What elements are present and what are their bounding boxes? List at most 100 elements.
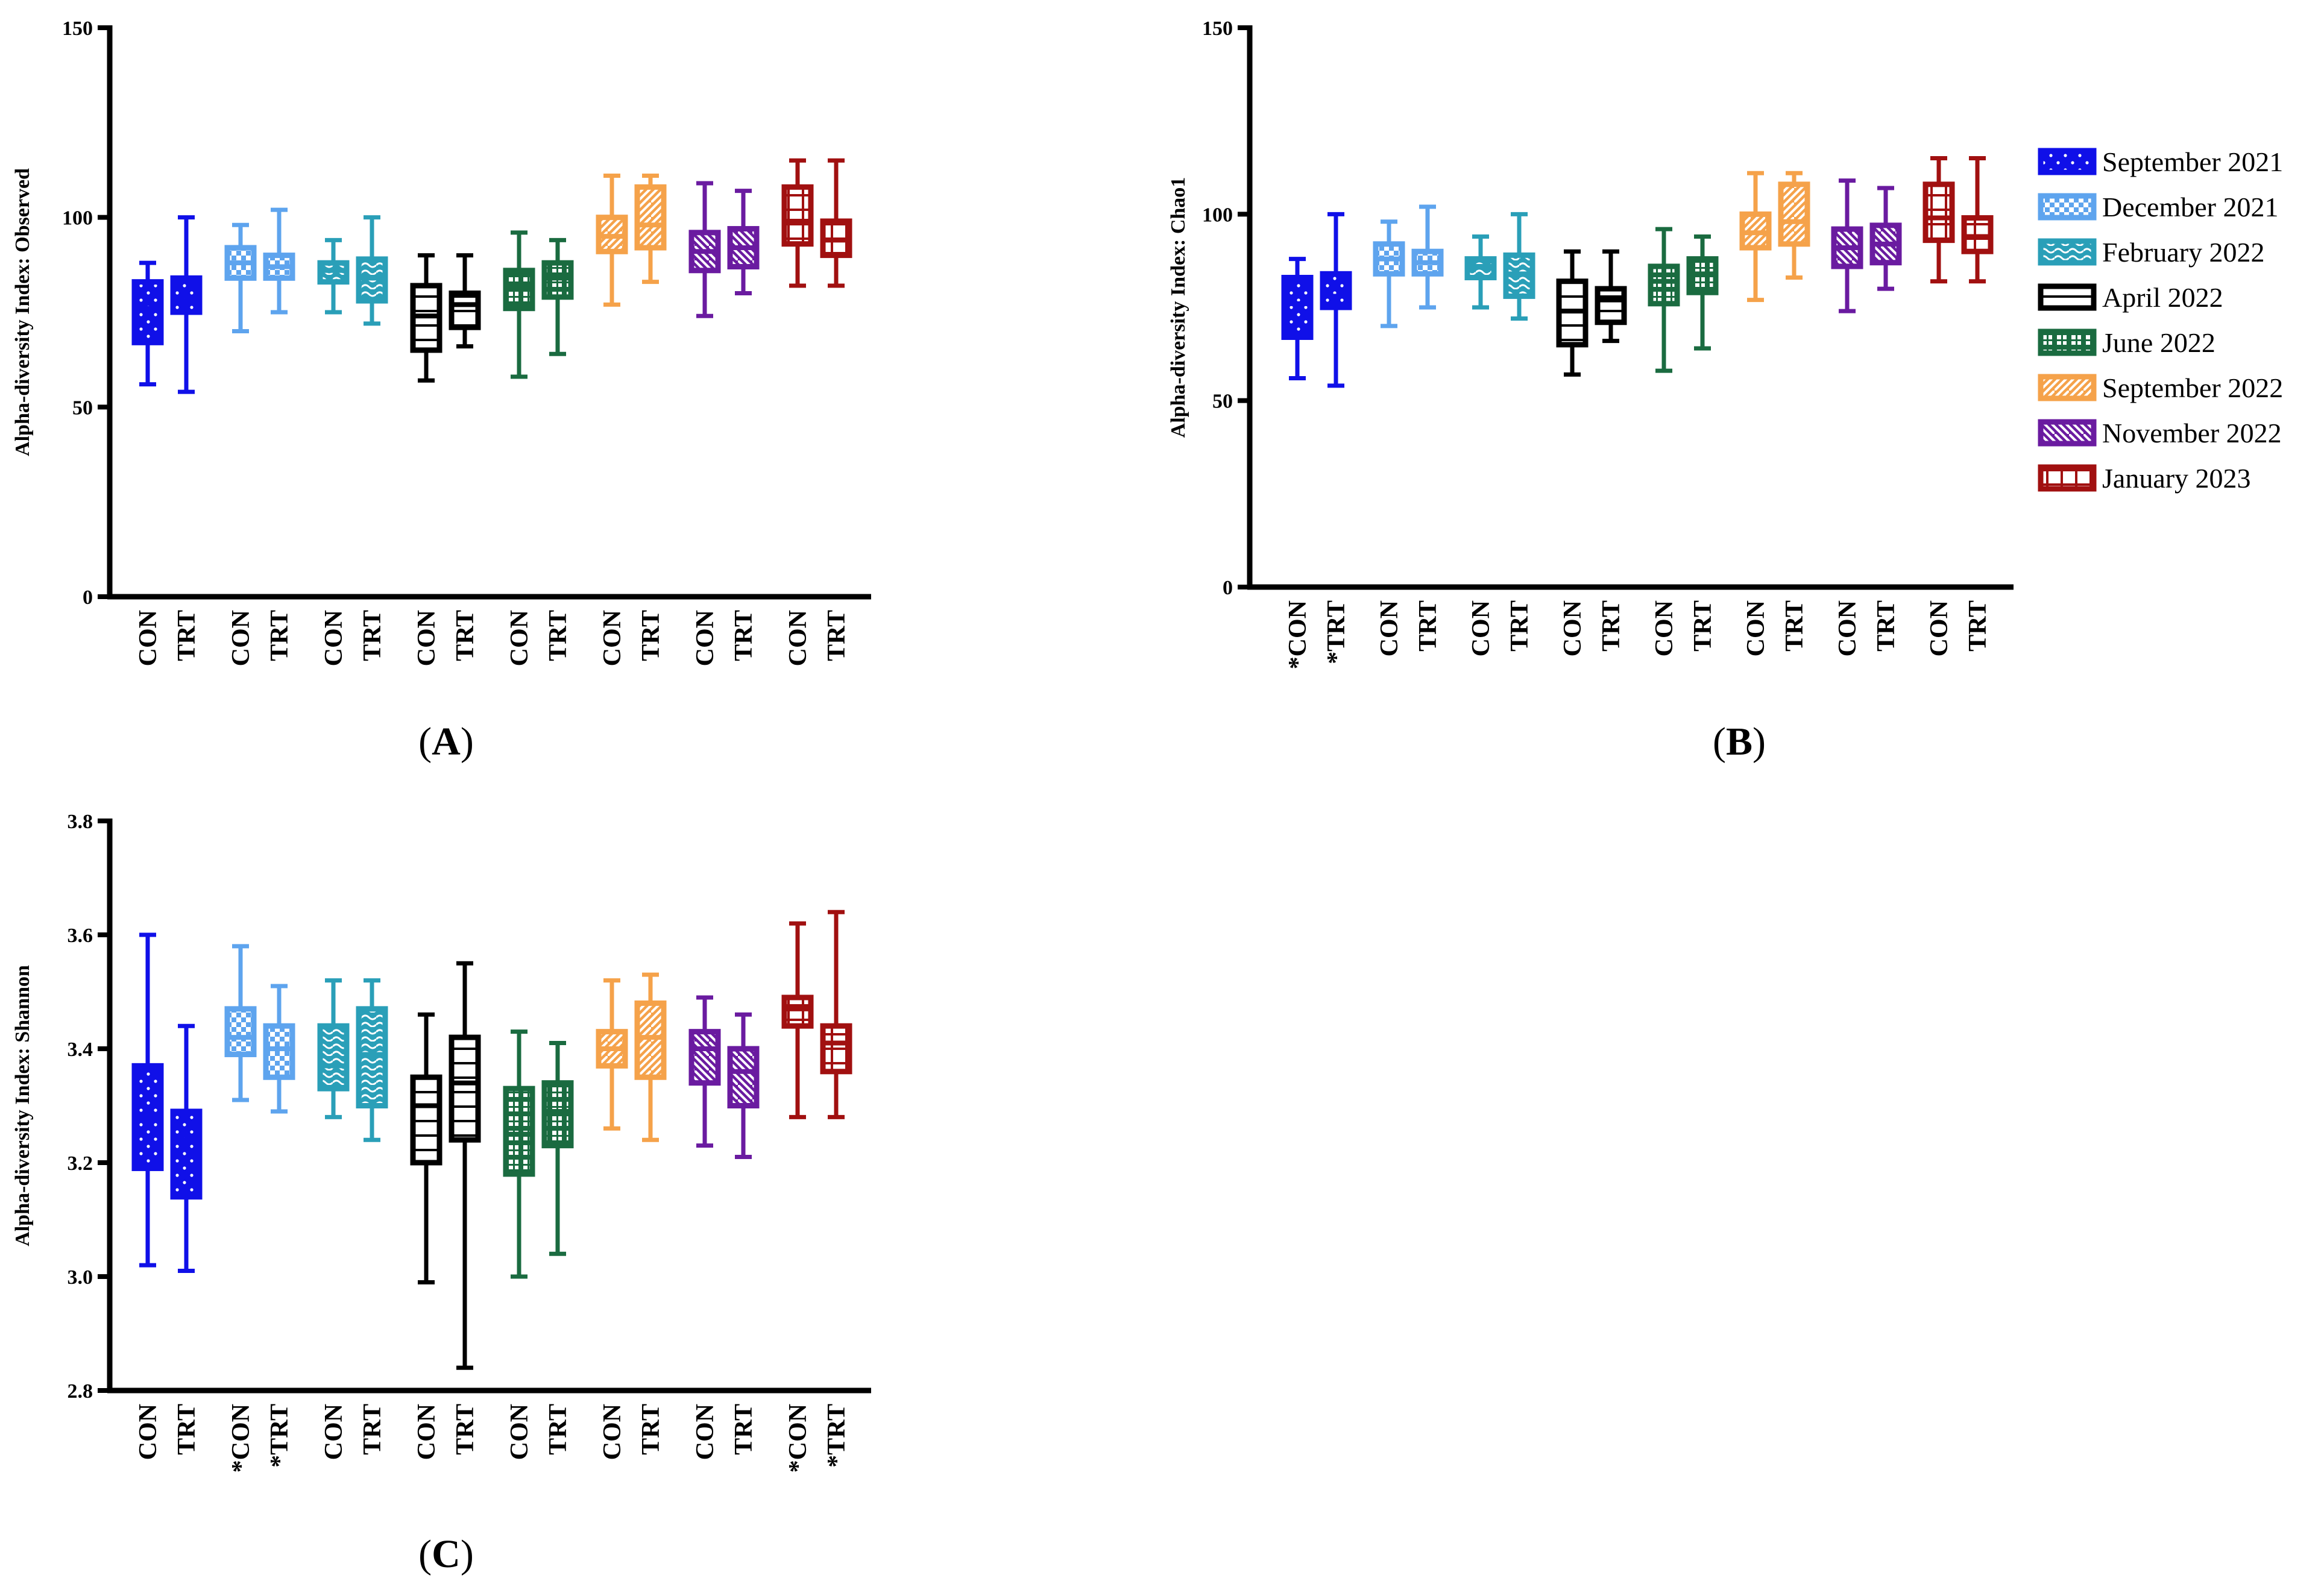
- x-tick-label: CON: [1559, 600, 1587, 656]
- legend-swatch: [2038, 238, 2097, 266]
- x-tick-label: CON: [506, 610, 534, 666]
- legend-item-june-2022: June 2022: [2038, 327, 2215, 358]
- box-june-2022-con: [1648, 227, 1680, 373]
- box-september-2022-con: [596, 173, 628, 307]
- x-tick-label: TRT: [266, 610, 294, 661]
- x-tick-label: CON: [320, 610, 348, 666]
- box-november-2022-trt: [727, 1012, 760, 1160]
- iqr-box: [688, 1029, 721, 1086]
- iqr-box: [634, 1000, 667, 1080]
- y-tick-label: 3.0: [68, 1266, 93, 1289]
- box-september-2021-trt: [1320, 212, 1352, 388]
- box-november-2022-con: [688, 181, 721, 318]
- iqr-box: [449, 291, 481, 330]
- x-tick-label: CON: [1742, 600, 1770, 656]
- box-january-2023-con: [1922, 156, 1955, 284]
- box-june-2022-con: [503, 1029, 535, 1279]
- box-december-2021-trt: [263, 207, 295, 315]
- panel-label: (B): [1713, 720, 1766, 764]
- panel-a: 0 50 100 150 Alpha-diversity Index: Observed…: [11, 17, 871, 764]
- box-november-2022-trt: [727, 189, 760, 296]
- iqr-box: [410, 1074, 442, 1166]
- x-tick-label: TRT: [359, 610, 386, 661]
- y-tick-label: 50: [1212, 391, 1233, 413]
- x-tick-label: TRT: [544, 610, 572, 661]
- x-tick-label: *TRT: [1323, 600, 1350, 664]
- box-february-2022-con: [317, 978, 350, 1119]
- legend-swatch: [2038, 283, 2097, 311]
- box-june-2022-con: [503, 230, 535, 379]
- x-tick-label: *CON: [1284, 600, 1312, 669]
- box-june-2022-trt: [541, 237, 574, 356]
- legend-item-december-2021: December 2021: [2038, 192, 2279, 222]
- y-axis-label: Alpha-diversity Index: Chao1: [1167, 177, 1189, 438]
- x-tick-label: CON: [784, 610, 812, 666]
- box-december-2021-con: [1373, 219, 1405, 328]
- x-tick-label: CON: [227, 610, 255, 666]
- box-september-2022-con: [596, 978, 628, 1131]
- y-tick-label: 3.4: [68, 1039, 93, 1061]
- box-april-2022-con: [410, 1012, 442, 1284]
- iqr-box: [1922, 181, 1955, 244]
- box-april-2022-trt: [449, 253, 481, 349]
- iqr-box: [131, 279, 164, 345]
- x-tick-label: TRT: [173, 1404, 201, 1455]
- y-tick-label: 100: [1202, 204, 1233, 226]
- legend-label: February 2022: [2102, 237, 2265, 268]
- box-november-2022-con: [688, 995, 721, 1148]
- panel-label: (C): [418, 1532, 474, 1576]
- x-tick-label: TRT: [1872, 600, 1900, 652]
- x-tick-label: CON: [320, 1404, 348, 1460]
- legend-item-september-2021: September 2021: [2038, 146, 2283, 177]
- y-tick-label: 100: [62, 207, 93, 230]
- x-tick-label: CON: [413, 1404, 441, 1460]
- x-tick-label: CON: [599, 1404, 626, 1460]
- box-november-2022-trt: [1869, 186, 1902, 291]
- box-june-2022-trt: [1686, 234, 1719, 351]
- box-december-2021-con: [224, 222, 257, 333]
- legend-label: December 2021: [2102, 192, 2279, 222]
- x-tick-label: TRT: [359, 1404, 386, 1455]
- box-december-2021-con: [224, 944, 257, 1102]
- x-tick-label: CON: [134, 1404, 162, 1460]
- legend: September 2021 December 2021 February 2022…: [2038, 146, 2283, 494]
- legend-label: September 2021: [2102, 146, 2283, 177]
- iqr-box: [503, 1086, 535, 1177]
- x-tick-label: CON: [691, 1404, 719, 1460]
- x-tick-label: CON: [506, 1404, 534, 1460]
- panel-c: 2.8 3.0 3.2 3.4 3.6 3.8 Alpha-diversity Index:…: [11, 811, 871, 1576]
- legend-item-november-2022: November 2022: [2038, 418, 2282, 448]
- iqr-box: [224, 1006, 257, 1057]
- iqr-box: [820, 1023, 852, 1075]
- box-april-2022-con: [410, 253, 442, 383]
- legend-item-february-2022: February 2022: [2038, 237, 2265, 268]
- y-tick-label: 50: [72, 397, 93, 419]
- x-tick-label: TRT: [1598, 600, 1625, 652]
- iqr-box: [263, 1023, 295, 1080]
- iqr-box: [317, 1023, 350, 1092]
- box-february-2022-con: [317, 237, 350, 315]
- iqr-box: [781, 995, 814, 1029]
- x-tick-label: CON: [1926, 600, 1953, 656]
- box-january-2023-trt: [820, 910, 852, 1119]
- legend-swatch: [2038, 193, 2097, 221]
- iqr-box: [1320, 271, 1352, 310]
- y-tick-label: 3.8: [68, 811, 93, 833]
- x-tick-label: TRT: [637, 1404, 665, 1455]
- legend-item-january-2023: January 2023: [2038, 463, 2251, 494]
- x-tick-label: CON: [1834, 600, 1862, 656]
- iqr-box: [781, 184, 814, 247]
- box-november-2022-con: [1831, 178, 1863, 313]
- x-tick-label: TRT: [1781, 600, 1809, 652]
- box-september-2022-con: [1739, 171, 1772, 303]
- x-tick-label: TRT: [730, 1404, 758, 1455]
- box-april-2022-con: [1556, 249, 1589, 377]
- x-tick-label: TRT: [637, 610, 665, 661]
- box-january-2023-trt: [1961, 156, 1994, 284]
- y-axis-label: Alpha-diversity Index: Shannon: [11, 965, 34, 1246]
- box-september-2021-trt: [170, 1023, 203, 1274]
- x-tick-label: TRT: [1414, 600, 1442, 652]
- x-tick-label: TRT: [452, 1404, 479, 1455]
- box-september-2021-con: [1281, 257, 1314, 381]
